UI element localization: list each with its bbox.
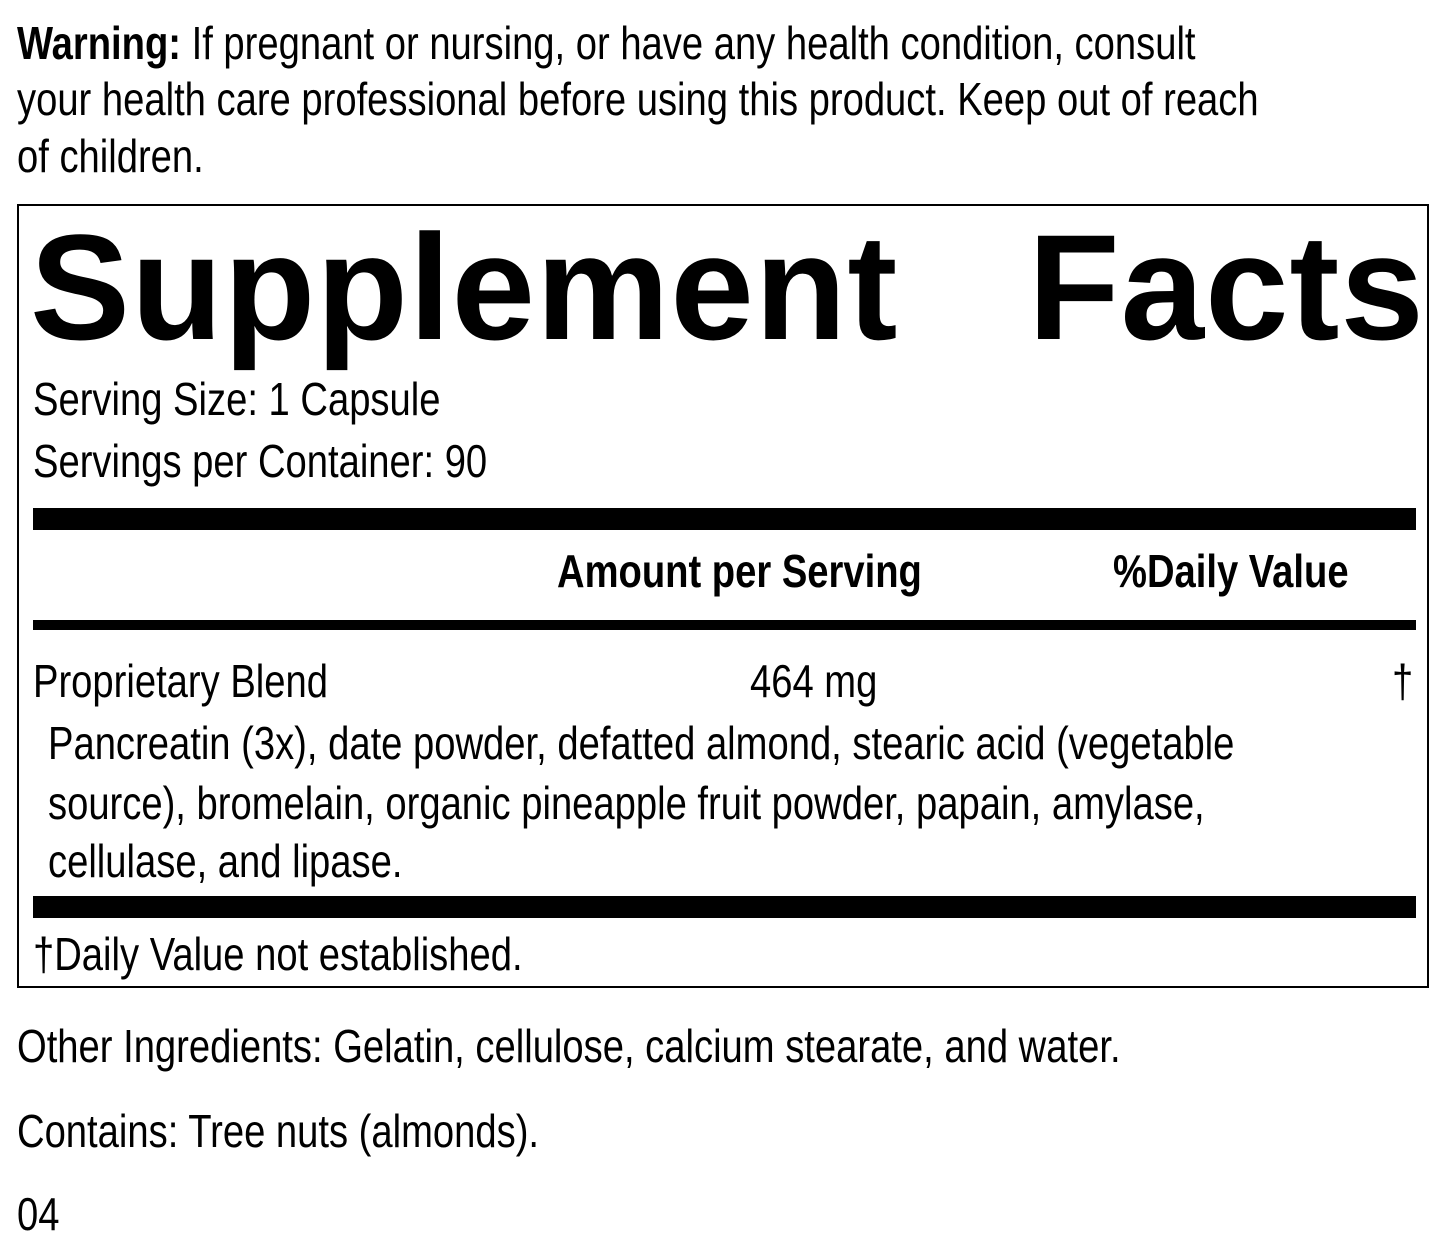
thick-divider [33, 508, 1416, 530]
label-code: 04 [17, 1188, 60, 1240]
warning-line-2: your health care professional before usi… [17, 73, 1259, 125]
serving-size: Serving Size: 1 Capsule [33, 373, 441, 425]
allergen-statement: Contains: Tree nuts (almonds). [17, 1105, 540, 1157]
facts-title-supplement: Supplement [30, 203, 899, 371]
blend-ingredients-line: cellulase, and lipase. [48, 835, 403, 887]
header-amount-per-serving: Amount per Serving [557, 545, 922, 597]
footnote: †Daily Value not established. [33, 928, 523, 980]
supplement-facts-panel [17, 204, 1429, 988]
servings-per-container: Servings per Container: 90 [33, 435, 488, 487]
facts-title-facts: Facts [1028, 203, 1425, 371]
header-daily-value: %Daily Value [1113, 545, 1349, 597]
blend-ingredients-line: source), bromelain, organic pineapple fr… [48, 777, 1205, 829]
warning-line-3: of children. [17, 130, 204, 182]
warning-line-1: If pregnant or nursing, or have any heal… [181, 17, 1196, 69]
blend-ingredients-line: Pancreatin (3x), date powder, defatted a… [48, 717, 1235, 769]
warning-text: Warning: If pregnant or nursing, or have… [17, 20, 1196, 66]
nutrient-name: Proprietary Blend [33, 655, 328, 707]
nutrient-amount: 464 mg [750, 655, 878, 707]
nutrient-dv: † [1392, 655, 1414, 707]
other-ingredients: Other Ingredients: Gelatin, cellulose, c… [17, 1020, 1121, 1072]
thick-divider-bottom [33, 896, 1416, 918]
medium-divider [33, 620, 1416, 630]
warning-label: Warning: [17, 17, 182, 69]
